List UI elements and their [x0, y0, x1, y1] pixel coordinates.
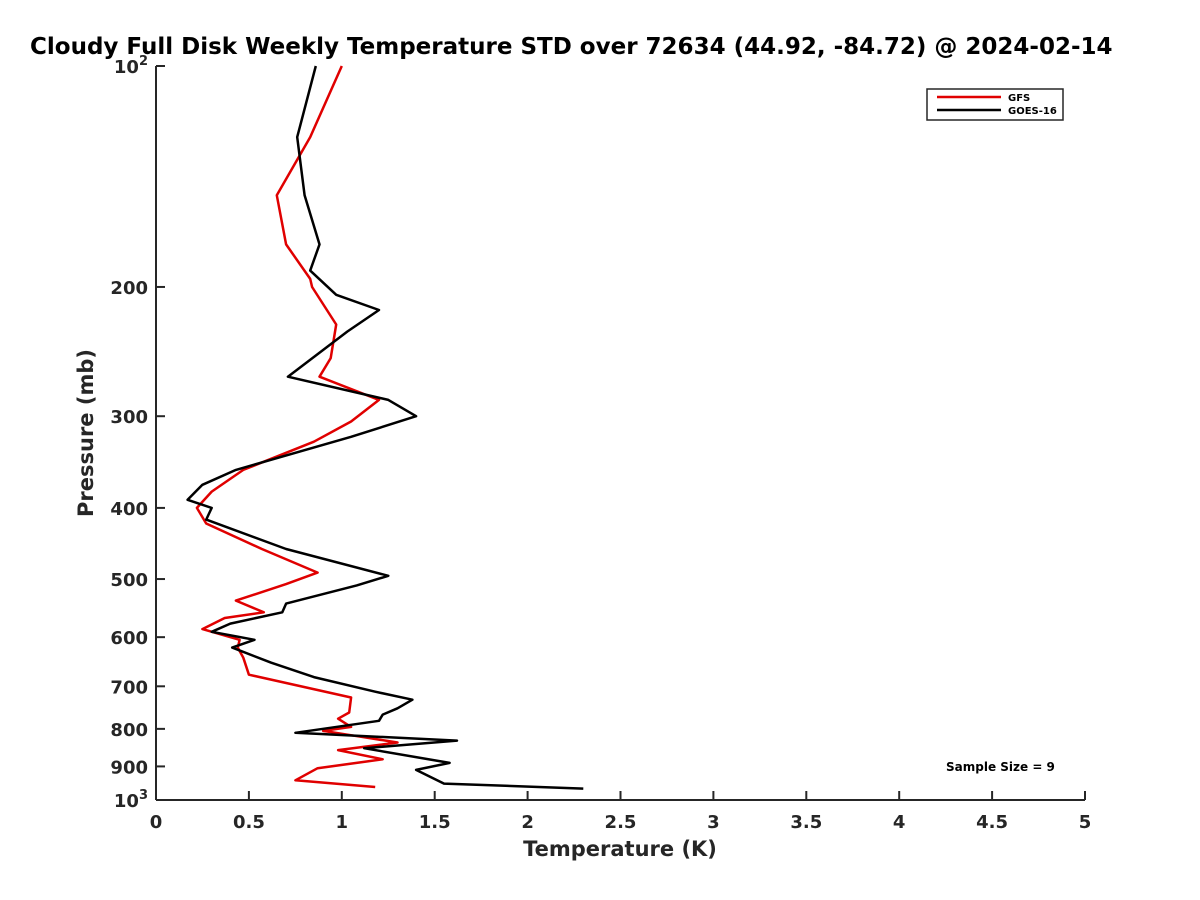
- x-tick-label: 1: [336, 812, 349, 833]
- legend-label-gfs: GFS: [1008, 93, 1030, 104]
- x-axis-label: Temperature (K): [523, 837, 717, 861]
- y-tick-label: 103: [114, 788, 148, 812]
- x-tick-label: 3.5: [790, 812, 822, 833]
- x-tick-label: 3: [707, 812, 720, 833]
- y-tick-label-base: 200: [110, 278, 148, 299]
- x-tick-label: 1.5: [419, 812, 451, 833]
- y-tick-label-exponent: 3: [139, 788, 148, 803]
- y-tick-label-base: 900: [110, 757, 148, 778]
- y-tick-label: 102: [114, 54, 148, 78]
- series-line-goes-16: [186, 65, 584, 790]
- series-line-gfs: [195, 65, 399, 789]
- y-tick-label-exponent: 2: [139, 54, 148, 69]
- legend: GFS GOES-16: [926, 88, 1064, 121]
- x-tick-label: 4: [893, 812, 906, 833]
- plot-area: 0 0.5 1 1.5 2 2.5 3 3.5 4 4.5 5 102200300400500600…: [110, 54, 1091, 833]
- series-group: [186, 65, 584, 790]
- x-tick-label: 0: [150, 812, 163, 833]
- x-tick-label: 4.5: [976, 812, 1008, 833]
- legend-label-goes-16: GOES-16: [1008, 106, 1057, 117]
- y-tick-label: 300: [110, 407, 148, 428]
- y-axis-label: Pressure (mb): [74, 349, 98, 517]
- y-tick-label: 400: [110, 499, 148, 520]
- x-tick-label: 2: [521, 812, 534, 833]
- y-tick-label: 900: [110, 757, 148, 778]
- x-tick-label: 5: [1079, 812, 1092, 833]
- y-tick-label-base: 500: [110, 570, 148, 591]
- y-tick-label-base: 400: [110, 499, 148, 520]
- y-tick-label-base: 800: [110, 720, 148, 741]
- y-tick-label-base: 600: [110, 628, 148, 649]
- chart-title: Cloudy Full Disk Weekly Temperature STD …: [30, 34, 1113, 60]
- y-tick-label: 200: [110, 278, 148, 299]
- y-tick-label-base: 300: [110, 407, 148, 428]
- y-tick-label-base: 10: [114, 791, 139, 812]
- x-tick-label: 2.5: [605, 812, 637, 833]
- y-tick-label: 700: [110, 677, 148, 698]
- legend-box: [926, 88, 1064, 121]
- y-tick-label: 500: [110, 570, 148, 591]
- x-axis-ticks: 0 0.5 1 1.5 2 2.5 3 3.5 4 4.5 5: [150, 791, 1092, 833]
- y-tick-label: 800: [110, 720, 148, 741]
- y-tick-label: 600: [110, 628, 148, 649]
- y-tick-label-base: 10: [114, 57, 139, 78]
- sample-size-annotation: Sample Size = 9: [946, 760, 1055, 774]
- y-tick-label-base: 700: [110, 677, 148, 698]
- x-tick-label: 0.5: [233, 812, 265, 833]
